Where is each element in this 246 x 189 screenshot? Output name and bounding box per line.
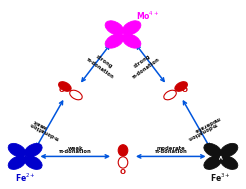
Text: moderate: moderate — [192, 115, 220, 133]
Text: Mo$^{4+}$: Mo$^{4+}$ — [137, 10, 160, 22]
Text: strong: strong — [133, 54, 151, 69]
Ellipse shape — [70, 90, 82, 100]
Ellipse shape — [175, 82, 187, 91]
Ellipse shape — [24, 143, 42, 157]
Ellipse shape — [122, 34, 141, 48]
Text: O: O — [120, 169, 126, 175]
Ellipse shape — [204, 156, 222, 169]
Text: moderate: moderate — [156, 146, 185, 151]
Text: Fe$^{3+}$: Fe$^{3+}$ — [210, 172, 231, 184]
Ellipse shape — [8, 143, 26, 157]
Text: π-donation: π-donation — [131, 57, 161, 80]
Ellipse shape — [220, 143, 238, 157]
Ellipse shape — [24, 156, 42, 169]
Text: π-donation: π-donation — [154, 149, 187, 154]
Ellipse shape — [118, 157, 128, 168]
Text: Fe$^{2+}$: Fe$^{2+}$ — [15, 172, 36, 184]
Text: strong: strong — [95, 54, 113, 69]
Ellipse shape — [118, 145, 128, 156]
Ellipse shape — [164, 90, 176, 100]
Text: weak: weak — [32, 118, 48, 130]
Ellipse shape — [8, 156, 26, 169]
Text: O: O — [182, 87, 188, 93]
Text: π-donation: π-donation — [59, 149, 92, 154]
Text: π-donation: π-donation — [29, 121, 60, 140]
Text: O: O — [58, 87, 64, 93]
Ellipse shape — [105, 21, 124, 35]
Ellipse shape — [122, 21, 141, 35]
Ellipse shape — [220, 156, 238, 169]
Text: weak: weak — [67, 146, 83, 151]
Ellipse shape — [59, 82, 71, 91]
Text: π-donation: π-donation — [85, 57, 115, 80]
Ellipse shape — [204, 143, 222, 157]
Text: π-donation: π-donation — [186, 121, 217, 140]
Ellipse shape — [105, 34, 124, 48]
